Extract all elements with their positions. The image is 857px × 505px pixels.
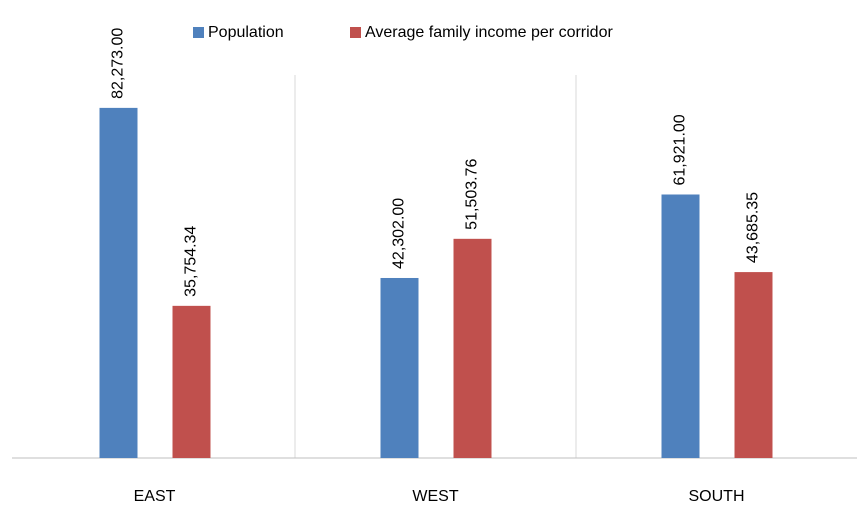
legend-swatch — [350, 27, 361, 38]
data-label: 51,503.76 — [464, 159, 481, 230]
data-label: 82,273.00 — [110, 28, 127, 99]
legend-label: Average family income per corridor — [365, 24, 613, 41]
bar — [380, 277, 419, 458]
bar — [172, 305, 211, 458]
bar — [661, 194, 700, 458]
data-label: 35,754.34 — [183, 226, 200, 297]
x-tick-label: EAST — [134, 488, 176, 505]
data-label: 42,302.00 — [391, 198, 408, 269]
x-tick-label: SOUTH — [689, 488, 745, 505]
legend-label: Population — [208, 24, 284, 41]
data-label: 61,921.00 — [672, 114, 689, 185]
legend-swatch — [193, 27, 204, 38]
bar — [99, 107, 138, 458]
data-label: 43,685.35 — [745, 192, 762, 263]
bar — [453, 238, 492, 458]
x-tick-label: WEST — [412, 488, 458, 505]
bar — [734, 272, 773, 458]
